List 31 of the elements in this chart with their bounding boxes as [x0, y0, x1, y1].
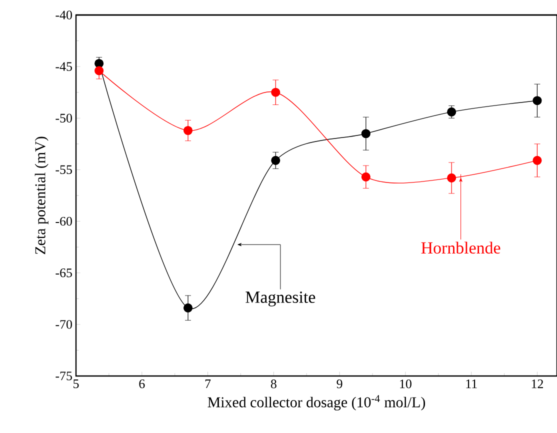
point [183, 126, 193, 136]
point [94, 66, 104, 76]
x-tick-label: 6 [139, 380, 145, 388]
y-tick-label: -70 [56, 320, 72, 329]
point [447, 173, 456, 182]
y-tick-label: -60 [56, 216, 72, 226]
x-axis-title: Mixed collector dosage (10$^{-4}$ mol/L) [208, 395, 426, 410]
point [271, 88, 280, 97]
x-tick-label: 7 [205, 380, 211, 388]
x-tick-label: 9 [336, 380, 342, 388]
point [271, 156, 280, 165]
point [361, 129, 370, 138]
y-tick-label: -40 [56, 10, 72, 20]
y-axis-title: Zeta potential (mV) [34, 136, 48, 254]
point [183, 303, 193, 312]
text: Hornblende [421, 242, 500, 254]
y-tick-label: -45 [56, 62, 72, 71]
x-tick-label: 12 [532, 380, 543, 388]
point [447, 107, 456, 116]
y-tick-label: -75 [56, 372, 72, 380]
point [532, 96, 542, 106]
x-tick-label: 11 [466, 380, 477, 388]
series-label: Magnesite [246, 292, 316, 306]
point [532, 156, 542, 165]
y-tick-label: -55 [56, 165, 72, 174]
point [361, 172, 370, 182]
y-tick-label: -50 [56, 114, 72, 123]
y-tick-label: -65 [56, 268, 72, 278]
x-tick-label: 5 [74, 380, 79, 388]
x-tick-label: 10 [400, 380, 412, 388]
x-tick-label: 8 [270, 380, 276, 388]
